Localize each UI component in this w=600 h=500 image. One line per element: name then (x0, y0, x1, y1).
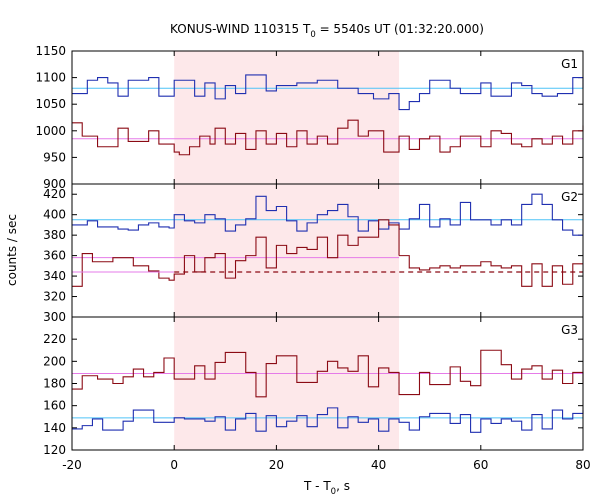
x-tick-label: 60 (473, 458, 488, 472)
x-axis-label: T - T0, s (303, 479, 350, 497)
y-tick-label: 420 (43, 187, 66, 201)
y-tick-label: 300 (43, 310, 66, 324)
y-tick-label: 1100 (35, 71, 66, 85)
y-tick-label: 950 (43, 150, 66, 164)
y-tick-label: 220 (43, 332, 66, 346)
y-tick-label: 1000 (35, 124, 66, 138)
y-tick-label: 380 (43, 228, 66, 242)
panel-g1: 1150 1100 1050 1000 950 900 G1 (35, 44, 584, 191)
y-tick-label: 360 (43, 249, 66, 263)
y-tick-label: 180 (43, 377, 66, 391)
y-tick-label: 1050 (35, 97, 66, 111)
series-red-1 (72, 119, 584, 156)
y-tick-label: 200 (43, 354, 66, 368)
y-tick-label: 400 (43, 208, 66, 222)
panel-label: G1 (561, 57, 578, 71)
y-tick-label: 1150 (35, 44, 66, 58)
x-tick-label: 20 (269, 458, 284, 472)
panel-label: G3 (561, 323, 578, 337)
y-tick-label: 320 (43, 290, 66, 304)
chart-title: KONUS-WIND 110315 T0 = 5540s UT (01:32:2… (170, 22, 484, 40)
x-tick-label: 40 (371, 458, 386, 472)
series-blue-1 (72, 407, 584, 433)
x-tick-label: 0 (170, 458, 178, 472)
series-red-2 (399, 255, 583, 287)
y-tick-label: 120 (43, 443, 66, 457)
panel-label: G2 (561, 190, 578, 204)
x-tick-label: 80 (575, 458, 590, 472)
plot-area: 1150110010501000950900G14204003803603403… (35, 44, 590, 472)
y-axis-label: counts / sec (5, 214, 19, 286)
series-blue-0 (72, 193, 583, 236)
y-tick-label: 340 (43, 269, 66, 283)
series-red-0 (72, 349, 584, 398)
panel-g3: 220 200 180 160 140 120 G3 (43, 316, 584, 457)
series-blue-0 (72, 74, 584, 111)
y-tick-label: 140 (43, 421, 66, 435)
x-tick-label: -20 (62, 458, 82, 472)
y-tick-label: 160 (43, 399, 66, 413)
y-tick-label: 900 (43, 177, 66, 191)
series-red-1 (72, 219, 400, 287)
panel-frame (71, 316, 584, 451)
